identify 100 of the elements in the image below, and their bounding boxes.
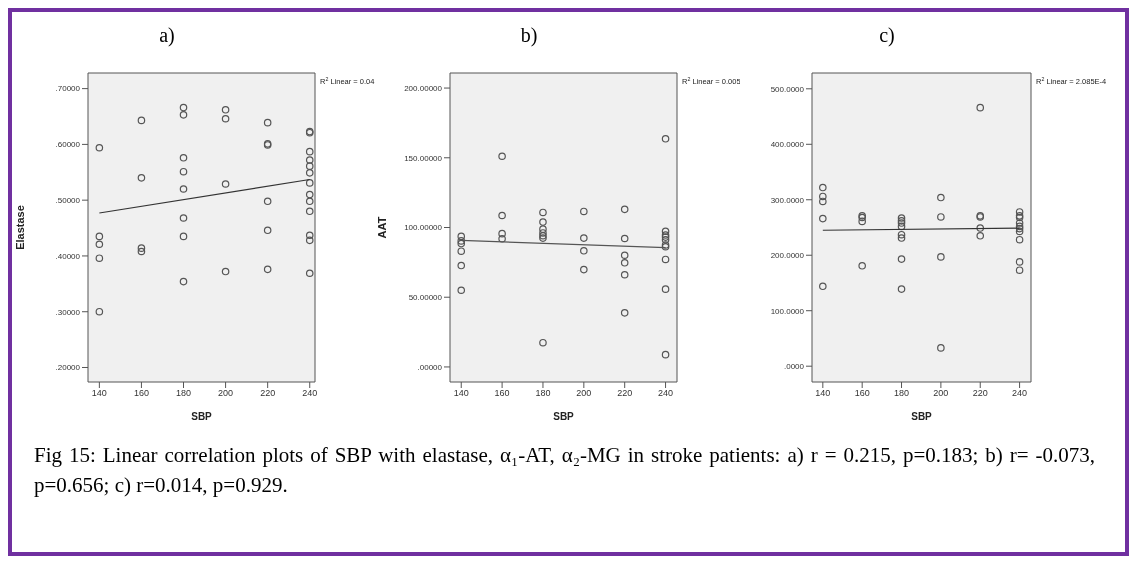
point (580, 246, 588, 255)
y-tick-label: .70000 (55, 84, 81, 94)
point (179, 111, 188, 119)
point (937, 193, 945, 202)
point (179, 232, 188, 241)
point (137, 244, 146, 252)
point (539, 231, 547, 240)
point (819, 282, 827, 291)
point (305, 236, 314, 245)
point (580, 265, 588, 274)
x-axis-title: SBP (911, 411, 933, 422)
x-tick-label: 220 (260, 388, 276, 399)
point (457, 261, 466, 270)
y-tick-label: 500.0000 (770, 84, 805, 94)
point (137, 116, 146, 125)
point (661, 350, 670, 359)
point (661, 235, 670, 244)
point (95, 232, 104, 241)
point (897, 285, 906, 293)
point (179, 153, 188, 162)
x-axis-title: SBP (191, 411, 213, 422)
x-tick-label: 220 (617, 388, 633, 399)
point (897, 234, 906, 242)
x-tick-label: 160 (854, 388, 870, 399)
y-tick-label: 100.0000 (770, 306, 805, 316)
point (620, 234, 629, 243)
x-tick-label: 180 (535, 388, 551, 399)
point (976, 224, 985, 232)
y-tick-label: 200.0000 (770, 251, 805, 261)
x-tick-label: 200 (576, 388, 592, 399)
point (1015, 266, 1024, 275)
point (620, 251, 629, 260)
point (95, 143, 104, 152)
y-axis-title: Elastase (13, 205, 26, 250)
point (179, 167, 188, 176)
point (1015, 219, 1024, 227)
point (1015, 227, 1024, 236)
point (937, 344, 945, 352)
point (305, 197, 314, 206)
x-tick-label: 140 (815, 388, 831, 399)
point (95, 240, 104, 249)
point (498, 235, 506, 243)
point (897, 230, 906, 239)
point (221, 106, 230, 114)
point (221, 114, 230, 123)
y-tick-label: .60000 (55, 140, 81, 150)
y-tick-label: 300.0000 (770, 195, 805, 205)
point (1015, 235, 1024, 244)
point (305, 269, 314, 278)
point (976, 103, 985, 112)
point (457, 286, 466, 295)
point (819, 214, 827, 223)
point (498, 211, 506, 220)
point (539, 218, 547, 226)
y-tick-label: 150.00000 (404, 153, 443, 163)
chart-title: c) (878, 23, 896, 48)
chart-title: a) (158, 23, 176, 48)
point (819, 197, 827, 206)
point (263, 265, 272, 274)
point (305, 156, 314, 164)
y-tick-label: 100.00000 (404, 223, 443, 233)
y-tick-label: 50.00000 (408, 293, 443, 303)
point (95, 254, 104, 262)
x-tick-label: 140 (453, 388, 469, 399)
point (897, 222, 906, 231)
x-tick-label: 160 (133, 388, 149, 399)
chart-title: b) (519, 23, 539, 49)
point (179, 103, 188, 112)
point (539, 229, 547, 237)
x-tick-label: 140 (91, 388, 107, 399)
point (976, 232, 985, 240)
point (305, 207, 314, 216)
point (539, 225, 547, 233)
point (620, 309, 629, 317)
point (179, 214, 188, 222)
point (937, 253, 945, 261)
point (661, 255, 670, 264)
point (263, 226, 272, 235)
y-tick-label: .30000 (55, 307, 81, 317)
point (661, 135, 670, 143)
point (457, 232, 466, 241)
point (95, 307, 104, 316)
point (179, 185, 188, 193)
point (263, 118, 272, 127)
point (819, 192, 827, 201)
point (897, 255, 906, 263)
point (137, 247, 146, 256)
x-tick-label: 160 (494, 388, 510, 399)
x-tick-label: 220 (972, 388, 988, 399)
point (305, 231, 314, 240)
point (305, 162, 314, 170)
x-tick-label: 240 (1012, 388, 1028, 399)
point (305, 169, 314, 177)
point (580, 207, 588, 216)
point (620, 270, 629, 279)
point (457, 239, 466, 248)
point (221, 267, 230, 276)
point (539, 338, 547, 347)
point (1015, 208, 1024, 216)
point (498, 229, 506, 238)
